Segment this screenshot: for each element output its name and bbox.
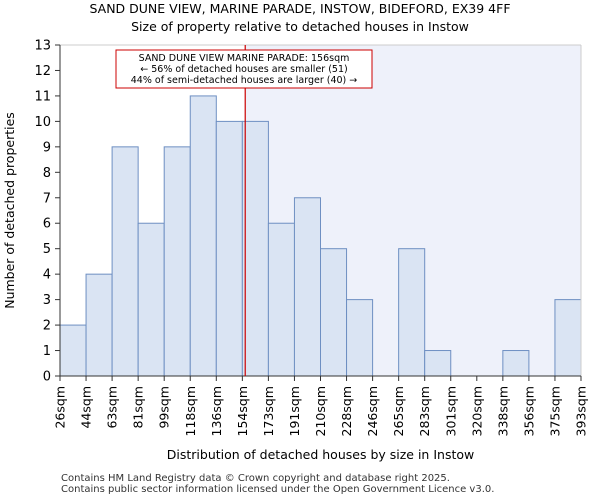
y-tick-label-12: 12 — [34, 64, 51, 79]
annotation-box — [115, 49, 373, 89]
x-tick-label-356sqm: 356sqm — [521, 386, 536, 436]
bar-26sqm — [59, 324, 87, 377]
y-tick-label-1: 1 — [43, 344, 51, 359]
x-tick-label-246sqm: 246sqm — [365, 386, 380, 436]
x-tick-label-393sqm: 393sqm — [574, 386, 589, 436]
x-tick-label-191sqm: 191sqm — [287, 386, 302, 436]
footer-line-2: Contains public sector information licen… — [61, 484, 495, 495]
bar-191sqm — [293, 197, 322, 377]
bar-173sqm — [267, 222, 295, 377]
x-tick-label-173sqm: 173sqm — [261, 386, 276, 436]
chart-title: SAND DUNE VIEW, MARINE PARADE, INSTOW, B… — [89, 1, 511, 16]
y-tick-label-0: 0 — [43, 370, 51, 385]
y-tick-label-6: 6 — [43, 217, 51, 232]
y-axis-label: Number of detached properties — [2, 112, 17, 309]
bar-63sqm — [111, 146, 139, 377]
x-tick-label-228sqm: 228sqm — [339, 386, 354, 436]
annotation-line-2: ← 56% of detached houses are smaller (51… — [140, 64, 347, 75]
x-tick-label-265sqm: 265sqm — [391, 386, 406, 436]
x-axis-label: Distribution of detached houses by size … — [167, 447, 474, 462]
x-tick-label-210sqm: 210sqm — [313, 386, 328, 436]
y-tick-label-10: 10 — [34, 115, 51, 130]
bar-210sqm — [320, 248, 348, 377]
bar-283sqm — [424, 350, 452, 377]
x-tick-label-99sqm: 99sqm — [157, 386, 172, 429]
x-tick-label-63sqm: 63sqm — [105, 386, 120, 429]
y-tick-label-9: 9 — [43, 140, 51, 155]
x-tick-label-44sqm: 44sqm — [79, 386, 94, 429]
y-tick-label-13: 13 — [34, 39, 51, 54]
bar-265sqm — [398, 248, 426, 377]
x-tick-label-118sqm: 118sqm — [183, 386, 198, 436]
x-tick-label-26sqm: 26sqm — [53, 386, 68, 429]
bar-118sqm — [189, 95, 217, 377]
x-tick-label-320sqm: 320sqm — [469, 386, 484, 436]
bar-154sqm — [241, 120, 269, 377]
histogram-chart: SAND DUNE VIEW MARINE PARADE: 156sqm← 56… — [2, 39, 589, 463]
y-tick-label-11: 11 — [34, 89, 51, 104]
y-tick-label-7: 7 — [43, 191, 51, 206]
x-tick-label-81sqm: 81sqm — [131, 386, 146, 429]
y-tick-label-4: 4 — [43, 268, 51, 283]
x-tick-label-338sqm: 338sqm — [495, 386, 510, 436]
chart-subtitle: Size of property relative to detached ho… — [131, 19, 469, 34]
bar-338sqm — [502, 350, 530, 377]
annotation-line-3: 44% of semi-detached houses are larger (… — [131, 75, 358, 86]
x-tick-label-375sqm: 375sqm — [547, 386, 562, 436]
bar-81sqm — [137, 222, 165, 377]
bar-228sqm — [346, 299, 374, 377]
y-tick-label-5: 5 — [43, 242, 51, 257]
bar-44sqm — [85, 273, 113, 377]
bar-99sqm — [163, 146, 191, 377]
y-tick-label-8: 8 — [43, 166, 51, 181]
bar-136sqm — [215, 120, 243, 377]
annotation-line-1: SAND DUNE VIEW MARINE PARADE: 156sqm — [139, 53, 350, 64]
x-tick-label-136sqm: 136sqm — [209, 386, 224, 436]
bar-375sqm — [554, 299, 582, 377]
x-tick-label-154sqm: 154sqm — [235, 386, 250, 436]
x-tick-label-283sqm: 283sqm — [417, 386, 432, 436]
footer-line-1: Contains HM Land Registry data © Crown c… — [61, 473, 450, 484]
y-tick-label-3: 3 — [43, 293, 51, 308]
y-tick-label-2: 2 — [43, 319, 51, 334]
x-tick-label-301sqm: 301sqm — [443, 386, 458, 436]
